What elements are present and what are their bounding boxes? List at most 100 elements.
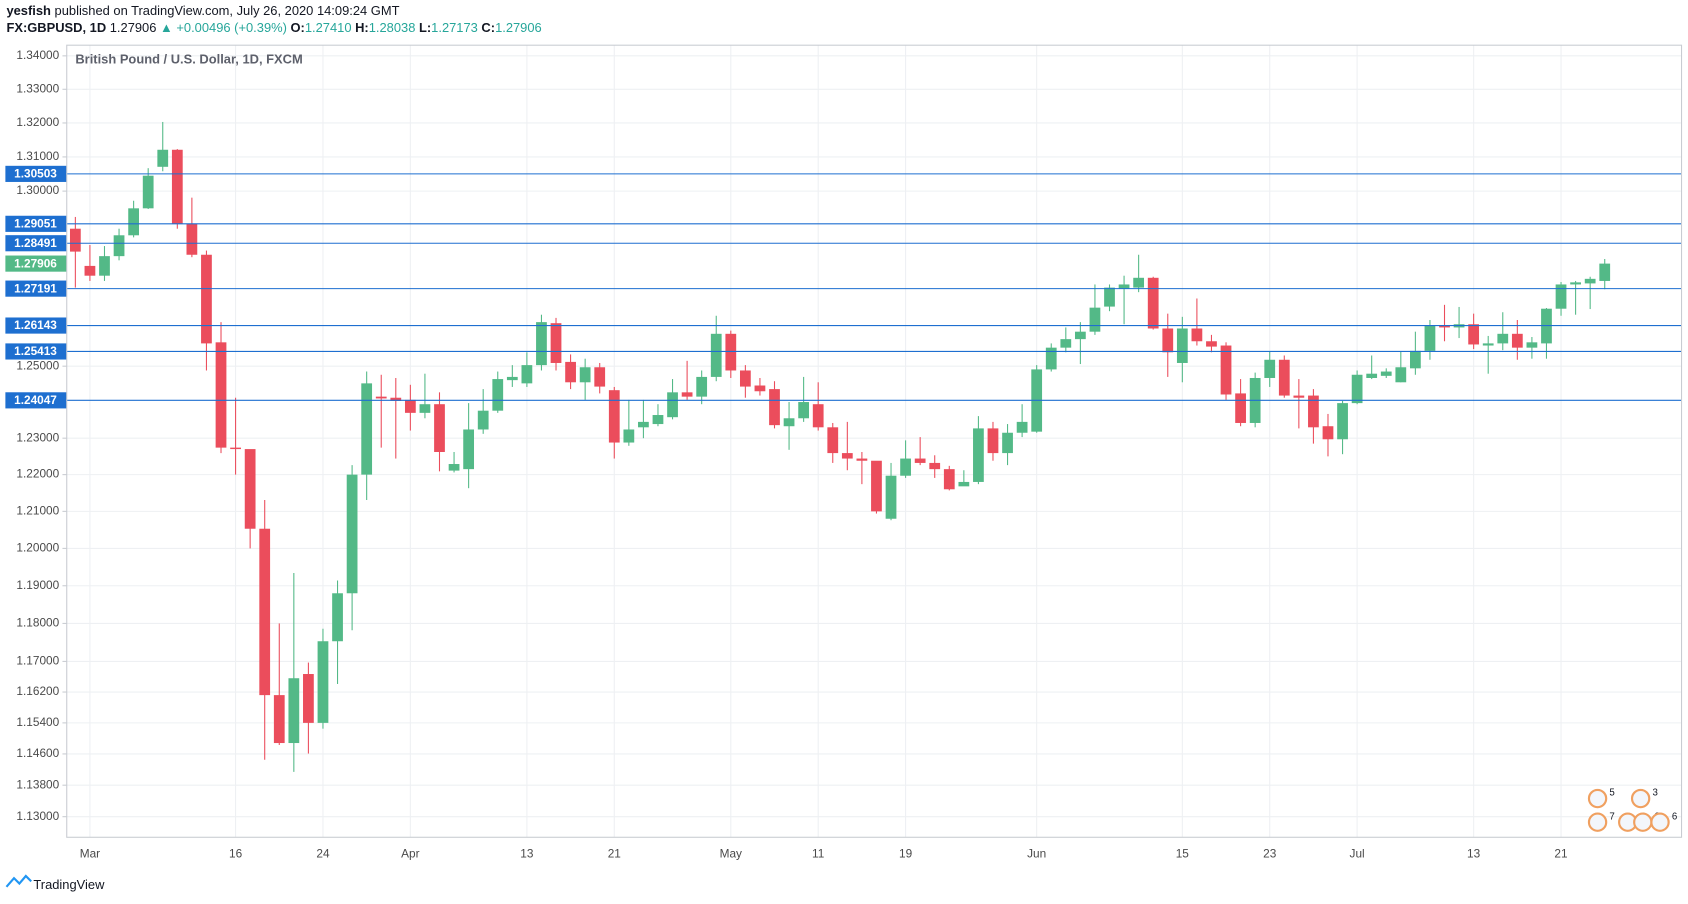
candle-body (652, 415, 664, 425)
y-tick-label: 1.32000 (16, 115, 59, 129)
candle-body (536, 322, 547, 366)
candle-body (171, 149, 183, 224)
candle-body (390, 397, 402, 401)
candle-body (1380, 371, 1392, 376)
candle-body (871, 460, 882, 512)
level-label: 1.28491 (14, 236, 57, 250)
l-label: L: (419, 20, 431, 35)
y-tick-label: 1.15400 (16, 715, 59, 729)
candle-body (69, 228, 81, 252)
y-tick-label: 1.19000 (16, 578, 59, 592)
candle-body (1278, 359, 1290, 396)
candle-body (1322, 426, 1334, 440)
candle-body (1424, 325, 1436, 351)
candle-body (1089, 307, 1101, 332)
chart-title: British Pound / U.S. Dollar, 1D, FXCM (75, 52, 302, 67)
candle-body (1191, 328, 1203, 342)
candle-body (565, 361, 576, 383)
level-label: 1.26143 (14, 318, 57, 332)
candle-body (1016, 421, 1028, 433)
candle-body (303, 674, 314, 723)
candle-body (1555, 284, 1567, 309)
y-tick-label: 1.13800 (16, 777, 59, 791)
candle-body (1176, 328, 1188, 363)
level-label: 1.24047 (14, 393, 57, 407)
event-count: 7 (1609, 811, 1614, 822)
x-tick-label: 13 (520, 847, 534, 861)
event-count: 5 (1609, 788, 1614, 799)
candle-body (841, 453, 853, 459)
x-tick-label: 24 (316, 847, 330, 861)
x-tick-label: Jun (1027, 847, 1046, 861)
y-tick-label: 1.16200 (16, 684, 59, 698)
last-price-label: 1.27906 (14, 256, 57, 270)
candle-body (594, 367, 606, 387)
level-label-box (5, 392, 67, 409)
c-label: C: (481, 20, 495, 35)
x-tick-label: 23 (1263, 847, 1277, 861)
candle-body (1497, 333, 1509, 344)
candle-body (84, 265, 96, 276)
candle-body (244, 449, 256, 529)
candle-body (346, 474, 358, 594)
event-icon (1587, 788, 1608, 809)
candle-body (230, 447, 241, 450)
candles (69, 121, 1611, 772)
candle-body (506, 376, 518, 381)
plot-frame (66, 44, 1683, 838)
candle-body (477, 410, 489, 430)
candle-body (463, 429, 475, 470)
candle-body (1337, 403, 1348, 440)
y-tick-label: 1.18000 (16, 616, 59, 630)
candle-body (419, 404, 431, 413)
candle-body (754, 385, 766, 392)
level-label-box (5, 317, 67, 334)
footer-logo: TradingView (5, 874, 105, 892)
candle-body (142, 175, 154, 209)
candle-body (1118, 284, 1130, 289)
candle-body (1293, 395, 1305, 398)
l: 1.27173 (431, 20, 478, 35)
candle-body (1147, 277, 1159, 329)
candle-body (1351, 374, 1363, 404)
symbol-line: FX:GBPUSD, 1D 1.27906 ▲ +0.00496 (+0.39%… (6, 20, 541, 35)
level-label: 1.27191 (14, 281, 57, 295)
o-label: O: (291, 20, 305, 35)
candle-body (492, 379, 504, 411)
x-tick-label: 21 (608, 847, 621, 861)
x-tick-label: 19 (899, 847, 913, 861)
c: 1.27906 (495, 20, 542, 35)
x-tick-label: 21 (1554, 847, 1567, 861)
candle-body (113, 235, 125, 257)
candle-body (769, 389, 780, 426)
candle-body (448, 464, 460, 471)
candle-body (798, 402, 810, 419)
candle-body (1439, 325, 1450, 328)
candle-body (1526, 342, 1538, 348)
brand: TradingView (33, 877, 105, 892)
candle-body (273, 695, 285, 744)
y-tick-label: 1.20000 (16, 541, 59, 555)
candle-body (288, 678, 300, 744)
event-count: 3 (1652, 788, 1657, 799)
level-label: 1.25413 (14, 344, 57, 358)
level-label-box (5, 343, 67, 360)
candle-body (681, 392, 693, 397)
x-tick-label: May (720, 847, 742, 861)
candle-body (783, 418, 795, 427)
y-tick-label: 1.13000 (16, 809, 59, 823)
candle-body (608, 390, 620, 443)
candle-body (1133, 277, 1145, 288)
publish-line: yesfish published on TradingView.com, Ju… (6, 3, 399, 18)
level-label-box (5, 165, 67, 182)
candle-body (550, 323, 562, 363)
y-tick-label: 1.31000 (16, 149, 59, 163)
candle-body (1235, 393, 1246, 423)
candle-body (900, 458, 911, 476)
candle-body (332, 593, 343, 642)
candle-body (375, 396, 387, 399)
candle-body (1206, 341, 1217, 347)
